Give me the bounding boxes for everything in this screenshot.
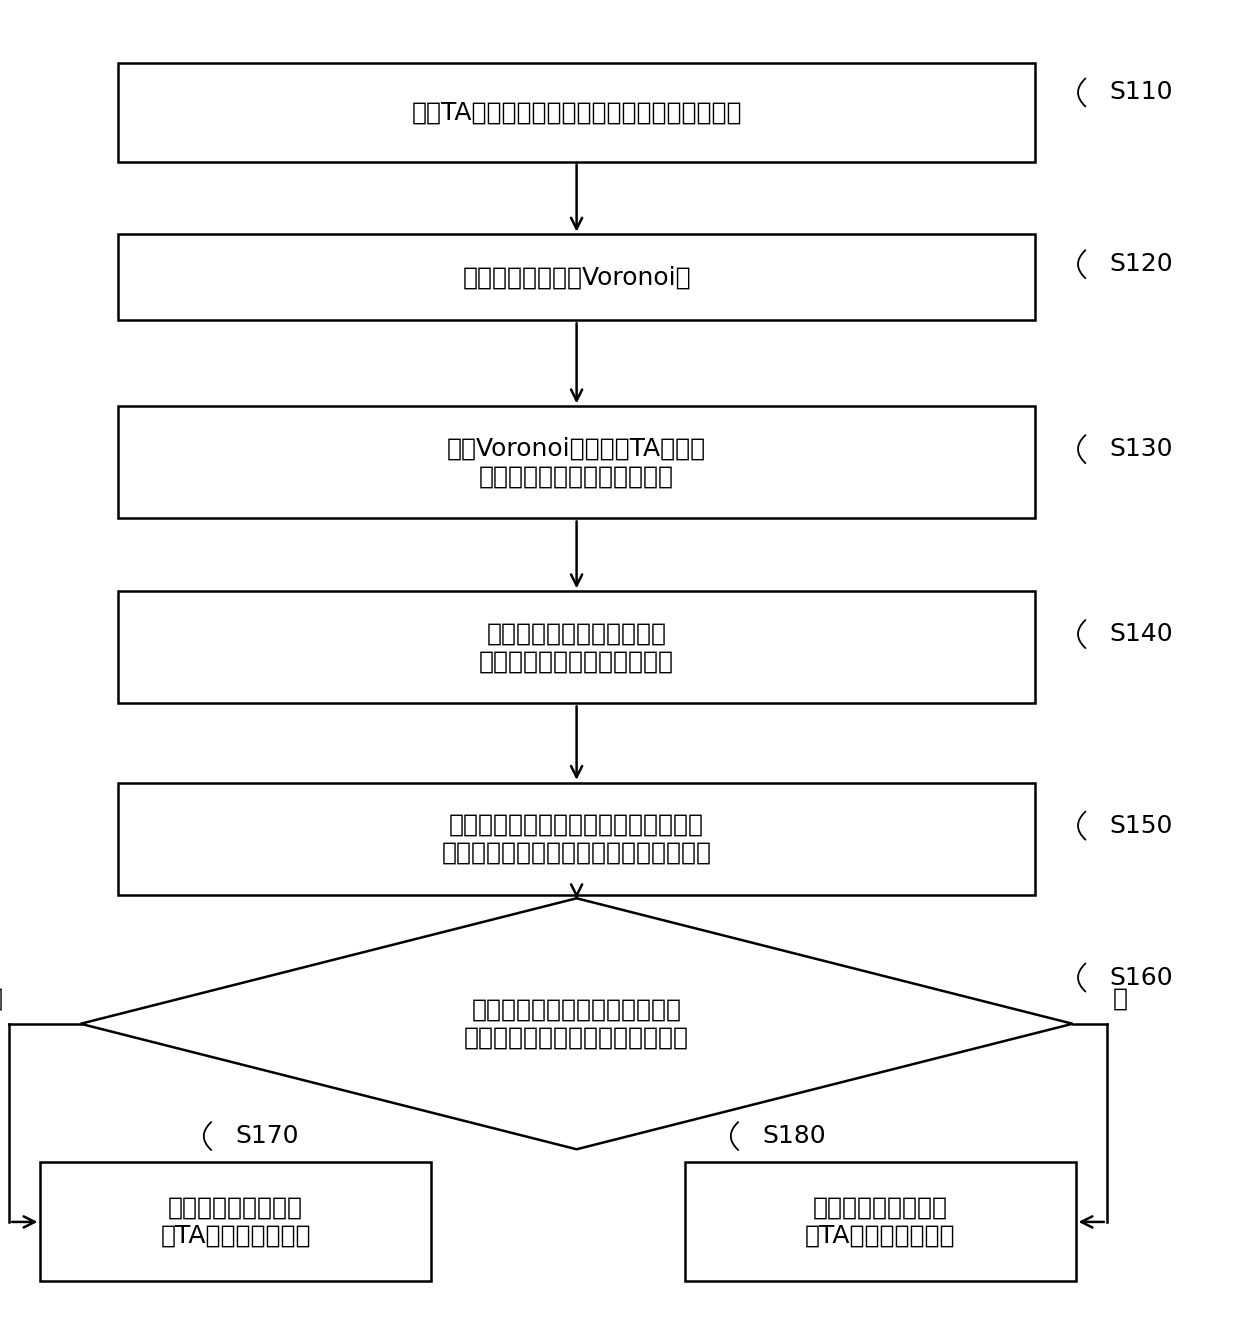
Text: S150: S150 [1110,814,1173,838]
Text: S140: S140 [1110,622,1173,646]
Bar [684,1162,1075,1281]
Text: 采集TA区域的各个小区的基站经纬度和网络数据: 采集TA区域的各个小区的基站经纬度和网络数据 [412,100,742,124]
Text: S170: S170 [236,1124,299,1148]
Text: 比较第二评估的结果相对第一评
估的结果的优化幅度是否大于阈值: 比较第二评估的结果相对第一评 估的结果的优化幅度是否大于阈值 [464,997,689,1050]
Bar [118,592,1035,703]
Text: S130: S130 [1110,437,1173,461]
Text: S160: S160 [1110,966,1173,989]
Text: S180: S180 [763,1124,826,1148]
Text: 依据评估模型，对初始边界
小区的网络数据进行第一评估: 依据评估模型，对初始边界 小区的网络数据进行第一评估 [479,621,675,674]
Bar [118,62,1035,161]
Text: 否: 否 [1112,987,1128,1011]
Bar [118,782,1035,896]
Text: 是: 是 [0,987,2,1011]
Text: S120: S120 [1110,252,1173,276]
Bar [40,1162,432,1281]
Polygon shape [81,898,1073,1149]
Text: 将初始边界小区确认
为TA区域的边界小区: 将初始边界小区确认 为TA区域的边界小区 [805,1196,956,1248]
Bar [118,407,1035,518]
Text: 根据经纬度，生成Voronoi图: 根据经纬度，生成Voronoi图 [463,266,691,289]
Text: S110: S110 [1110,81,1173,104]
Bar [118,235,1035,320]
Text: 当第一评估的结果不满足评估要求时，
对候选边界小区的网络数据进行第二评估: 当第一评估的结果不满足评估要求时， 对候选边界小区的网络数据进行第二评估 [441,812,712,865]
Text: 基于Voronoi图，得到TA区域的
初始边界小区和候选边界小区: 基于Voronoi图，得到TA区域的 初始边界小区和候选边界小区 [448,436,706,489]
Text: 将候选边界小区确认
为TA区域的边界小区: 将候选边界小区确认 为TA区域的边界小区 [160,1196,311,1248]
